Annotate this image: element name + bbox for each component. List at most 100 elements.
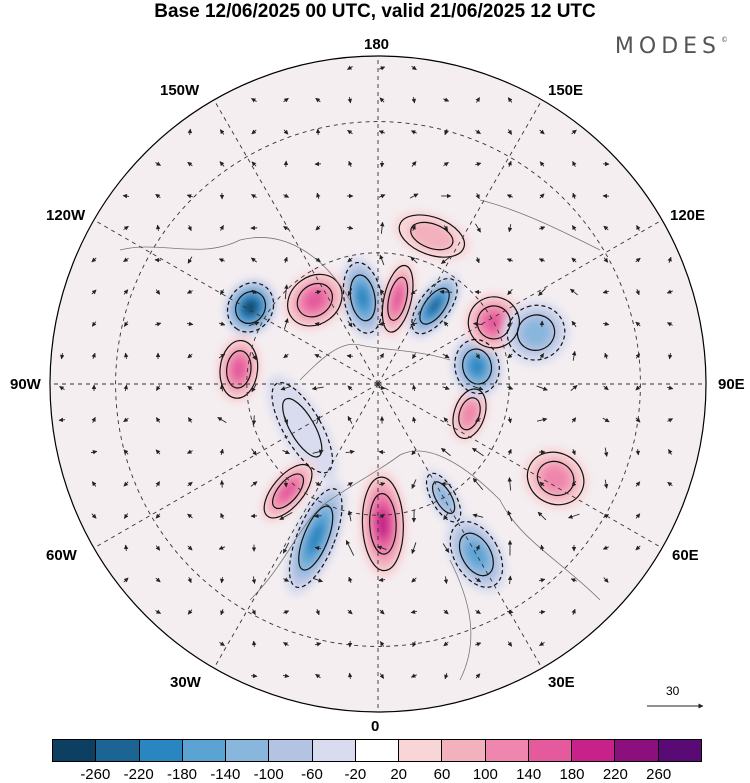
modes-logo: MODES© (615, 34, 728, 59)
lat-circle-30 (115, 121, 641, 647)
wind-vector-arrow (315, 415, 321, 425)
wind-vector-arrow (315, 609, 320, 616)
wind-vector-arrow (313, 578, 323, 583)
wind-vector-arrow (507, 224, 513, 233)
wind-vector-arrow (187, 353, 193, 359)
wind-vector-arrow (604, 352, 609, 359)
wind-vector-arrow (314, 545, 322, 551)
wind-vector-arrow (603, 577, 609, 583)
wind-vector-arrow (411, 479, 417, 489)
wind-vector-arrow (283, 256, 288, 263)
wind-vector-arrow (635, 545, 641, 551)
wind-vector-arrow (539, 481, 545, 487)
colorbar-tick-label: 260 (646, 766, 672, 783)
wind-vector-arrow (538, 609, 546, 615)
wind-vector-arrow (314, 290, 322, 295)
wind-vector-arrow (345, 540, 355, 556)
anomaly-blob-1 (304, 290, 326, 311)
wind-vector-arrow (536, 385, 548, 391)
wind-vector-arrow (539, 129, 545, 135)
wind-vector-arrow (443, 321, 449, 327)
wind-vector-arrow (219, 129, 225, 135)
wind-vector-arrow (186, 194, 193, 199)
colorbar-tick-label: -140 (210, 766, 241, 783)
wind-vector-arrow (539, 193, 545, 199)
wind-vector-arrow (155, 385, 161, 391)
wind-vector-arrow (379, 353, 384, 359)
colorbar-swatch (225, 740, 269, 761)
wind-vector-arrow (539, 353, 545, 359)
anomaly-contour-3-0 (226, 350, 252, 389)
anomaly-contour-5-0 (272, 473, 305, 510)
coastlines (119, 199, 601, 681)
wind-vector-arrow (315, 225, 321, 231)
anomaly-contour-7-1 (361, 476, 404, 572)
meridian-300 (93, 383, 379, 549)
wind-vector-arrow (568, 513, 580, 519)
wind-vector-arrow (569, 288, 578, 296)
wind-vector-arrow (250, 481, 258, 487)
wind-vector-arrow (602, 289, 610, 294)
wind-vector-arrow (378, 449, 386, 455)
wind-vector-arrow (251, 161, 257, 167)
wind-vector-arrow (635, 417, 641, 423)
wind-vector-arrow (410, 289, 418, 295)
wind-vector-arrow (472, 321, 483, 327)
wind-vector-arrow (218, 258, 225, 263)
wind-vector-arrow (279, 511, 293, 521)
wind-vectors (58, 65, 674, 680)
wind-vector-arrow (91, 481, 97, 487)
anomaly-blob-2 (245, 301, 256, 314)
map-border (49, 55, 707, 713)
colorbar-tick-label: -100 (253, 766, 284, 783)
anomaly-contour-0-1 (342, 261, 383, 334)
wind-vector-arrow (411, 448, 417, 456)
anomaly-contour-3-1 (219, 339, 259, 399)
wind-vector-arrow (283, 193, 290, 198)
wind-vector-arrow (440, 481, 451, 487)
wind-vector-arrow (570, 385, 578, 391)
wind-vector-arrow (251, 384, 257, 393)
wind-vector-arrow (538, 578, 546, 583)
wind-vector-arrow (443, 641, 449, 647)
wind-vector-arrow (537, 511, 547, 521)
wind-vector-arrow (284, 284, 289, 300)
wind-vector-arrow (507, 575, 513, 585)
wind-vector-arrow (123, 384, 128, 392)
wind-vector-arrow (411, 65, 417, 71)
anomaly-contour-13-0 (476, 305, 511, 340)
wind-vector-arrow (571, 417, 577, 423)
anomaly-contour-13-1 (467, 296, 520, 349)
wind-vector-arrow (155, 193, 161, 199)
anomaly-contour-6-0 (298, 505, 334, 571)
anomaly-contour-9-1 (425, 472, 462, 523)
wind-vector-arrow (348, 160, 353, 167)
wind-vector-arrow (219, 225, 224, 231)
wind-vector-arrow (442, 353, 450, 359)
wind-vector-arrow (123, 481, 129, 487)
wind-vector-arrow (315, 97, 321, 103)
wind-vector-arrow (91, 352, 96, 359)
anomaly-blob-16 (391, 285, 404, 312)
lon-label-150w: 150W (160, 82, 200, 99)
wind-vector-arrow (378, 321, 386, 327)
wind-vector-arrow (507, 97, 513, 103)
wind-vector-arrow (538, 258, 545, 263)
wind-vector-arrow (123, 577, 129, 583)
wind-vector-arrow (635, 289, 640, 296)
wind-vector-arrow (475, 577, 482, 583)
anomaly-contour-16-0 (387, 276, 409, 321)
wind-vector-arrow (91, 321, 97, 327)
wind-vector-arrow (379, 609, 385, 615)
anomaly-blob-15 (428, 298, 441, 314)
anomaly-blob-8 (466, 541, 487, 568)
anomaly-blob-5 (278, 480, 298, 502)
map-title: Base 12/06/2025 00 UTC, valid 21/06/2025… (154, 1, 596, 22)
wind-vector-arrow (218, 545, 226, 550)
wind-vector-arrow (155, 609, 162, 614)
wind-vector-arrow (155, 481, 161, 487)
wind-vector-arrow (539, 226, 546, 231)
wind-vector-arrow (536, 417, 548, 422)
wind-vector-arrow (311, 386, 324, 391)
colorbar-swatch (398, 740, 442, 761)
